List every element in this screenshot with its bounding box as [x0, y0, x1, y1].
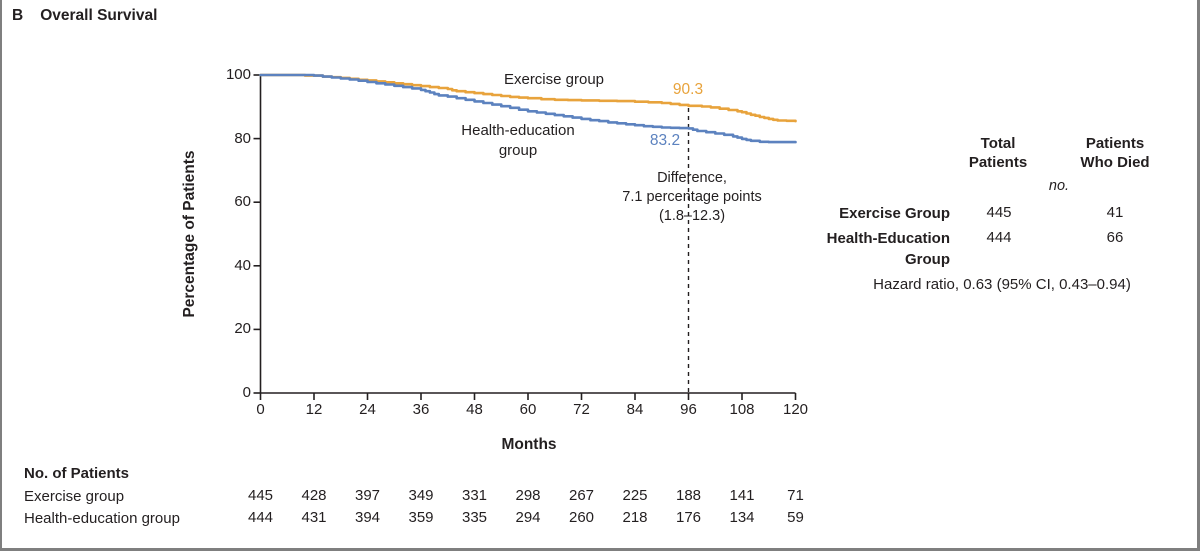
- risk-count: 260: [568, 509, 595, 526]
- side-table-row-health-label: Health-Education Group: [826, 230, 950, 268]
- y-axis-title: Percentage of Patients: [181, 150, 198, 318]
- x-tick-label: 48: [466, 401, 483, 418]
- risk-count: 397: [354, 487, 381, 504]
- difference-line-3: (1.8–12.3): [658, 208, 726, 224]
- difference-line-2: 7.1 percentage points: [622, 189, 762, 205]
- series-label-exercise: Exercise group: [503, 71, 605, 88]
- risk-count: 218: [622, 509, 648, 526]
- x-tick-label: 96: [680, 401, 697, 418]
- side-table-health-died: 66: [1106, 229, 1124, 246]
- y-tick-label: 80: [234, 129, 251, 147]
- risk-count: 141: [729, 487, 755, 504]
- risk-count: 431: [301, 509, 327, 526]
- risk-count: 134: [729, 509, 755, 526]
- risk-count: 331: [461, 487, 488, 504]
- column-header-total-patients: Total Patients: [968, 135, 1028, 171]
- x-tick-label: 120: [782, 401, 809, 418]
- risk-count: 188: [675, 487, 702, 504]
- risk-count: 428: [301, 487, 327, 504]
- health-survival-value: 83.2: [649, 132, 681, 149]
- x-tick-label: 12: [305, 401, 323, 418]
- x-tick-label: 84: [626, 401, 644, 418]
- risk-count: 335: [461, 509, 488, 526]
- x-tick-label: 36: [412, 401, 430, 418]
- side-table-health-total: 444: [986, 229, 1012, 246]
- x-tick-label: 108: [729, 401, 755, 418]
- difference-annotation: Difference, 7.1 percentage points (1.8–1…: [622, 169, 761, 226]
- risk-table-title: No. of Patients: [24, 465, 130, 482]
- x-tick-label: 0: [256, 401, 265, 418]
- series-label-health-education: Health-education group: [461, 122, 575, 159]
- side-table-exercise-total: 445: [986, 204, 1012, 221]
- unit-label-no: no.: [1048, 178, 1070, 194]
- panel-title: B Overall Survival: [12, 7, 157, 25]
- risk-count: 225: [622, 487, 648, 504]
- y-tick-label: 100: [225, 66, 251, 83]
- x-tick-label: 72: [573, 401, 590, 418]
- risk-count: 294: [515, 509, 541, 526]
- risk-count: 359: [408, 509, 434, 526]
- survival-curve-health-education: [259, 73, 797, 144]
- y-tick-label: 60: [234, 193, 251, 211]
- side-table-row-exercise-label: Exercise Group: [839, 205, 950, 222]
- risk-table-row-exercise-label: Exercise group: [24, 488, 125, 505]
- risk-count: 267: [568, 487, 595, 504]
- x-tick-label: 60: [519, 401, 537, 418]
- risk-count: 445: [247, 487, 274, 504]
- risk-count: 176: [675, 509, 702, 526]
- panel-letter: B: [12, 7, 24, 24]
- risk-table-row-health-label: Health-education group: [24, 510, 180, 527]
- y-tick-label: 40: [234, 256, 251, 274]
- risk-count: 298: [515, 487, 541, 504]
- y-tick-label: 20: [234, 320, 251, 338]
- risk-count: 71: [787, 487, 804, 504]
- risk-count: 349: [408, 487, 434, 504]
- x-tick-label: 24: [359, 401, 376, 418]
- y-tick-label: 0: [242, 384, 251, 401]
- risk-count: 394: [354, 509, 381, 526]
- survival-curve-exercise: [259, 73, 797, 123]
- x-axis-title: Months: [501, 436, 557, 453]
- difference-line-1: Difference,: [657, 170, 727, 186]
- hazard-ratio-text: Hazard ratio, 0.63 (95% CI, 0.43–0.94): [873, 276, 1131, 293]
- risk-count: 59: [787, 509, 804, 526]
- exercise-survival-value: 90.3: [672, 81, 704, 98]
- column-header-patients-who-died: Patients Who Died: [1080, 135, 1150, 171]
- panel-title-text: Overall Survival: [40, 7, 158, 24]
- risk-count: 444: [247, 509, 274, 526]
- side-table-exercise-died: 41: [1106, 204, 1124, 221]
